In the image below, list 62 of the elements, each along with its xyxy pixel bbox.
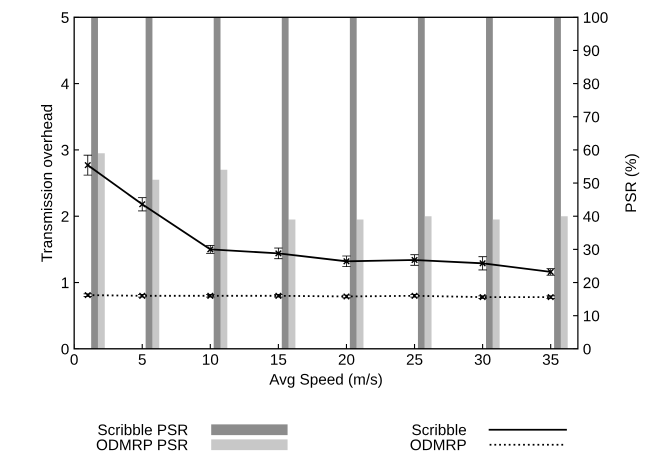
legend-label: ODMRP: [410, 439, 466, 450]
y2-tick-label: 90: [584, 45, 600, 56]
bar: [152, 180, 160, 349]
y2-tick-label: 50: [583, 178, 600, 189]
bar: [560, 216, 568, 349]
y-axis-title: Transmission overhead: [40, 104, 52, 262]
bar: [554, 17, 561, 349]
bar: [282, 17, 289, 349]
bar: [91, 17, 98, 349]
legend-label: ODMRP PSR: [96, 439, 188, 450]
bar: [214, 17, 221, 349]
x-tick-label: 5: [138, 354, 146, 365]
bar: [350, 17, 357, 349]
y2-tick-label: 10: [584, 310, 600, 322]
x-tick-label: 20: [338, 354, 354, 365]
x-tick-label: 10: [202, 354, 218, 365]
bar: [486, 17, 493, 349]
x-tick-label: 30: [474, 354, 491, 365]
point: [84, 162, 92, 169]
x-tick-label: 0: [70, 354, 78, 365]
bar: [220, 170, 228, 349]
y2-tick-label: 30: [583, 244, 600, 256]
point: [138, 200, 146, 208]
bar: [288, 220, 296, 349]
y2-tick-label: 60: [584, 144, 600, 156]
y2-tick-label: 100: [584, 12, 608, 23]
point: [411, 292, 418, 300]
bar: [492, 220, 500, 349]
y-tick-label: 3: [61, 144, 69, 156]
point: [411, 256, 418, 264]
y2-tick-label: 40: [583, 211, 600, 222]
x-tick-label: 35: [542, 354, 559, 365]
point: [274, 250, 282, 257]
y2-tick-label: 80: [583, 78, 600, 90]
y-tick-label: 4: [61, 78, 69, 90]
y2-tick-label: 70: [584, 112, 600, 122]
y2-axis-title: PSR (%): [624, 154, 640, 212]
y-tick-label: 5: [61, 12, 69, 23]
legend-label: Scribble PSR: [98, 424, 188, 436]
y-tick-label: 2: [62, 211, 69, 222]
point: [138, 292, 146, 300]
point: [342, 292, 350, 300]
point: [547, 294, 554, 301]
y2-tick-label: 0: [583, 344, 591, 355]
x-tick-label: 15: [271, 354, 286, 365]
point: [84, 292, 92, 299]
point: [342, 258, 350, 265]
legend-label: Scribble: [412, 424, 466, 436]
x-axis-title: Avg Speed (m/s): [269, 374, 382, 388]
bar: [98, 153, 105, 349]
point: [274, 292, 282, 300]
y2-tick-label: 20: [584, 277, 600, 288]
bar: [424, 216, 432, 349]
point: [479, 260, 486, 267]
bar: [146, 17, 152, 349]
y-tick-label: 1: [62, 278, 69, 288]
y-tick-label: 0: [61, 344, 69, 355]
x-tick-label: 25: [406, 354, 422, 365]
bar: [418, 17, 425, 349]
point: [206, 292, 214, 300]
point: [479, 294, 486, 301]
bar: [356, 220, 364, 349]
